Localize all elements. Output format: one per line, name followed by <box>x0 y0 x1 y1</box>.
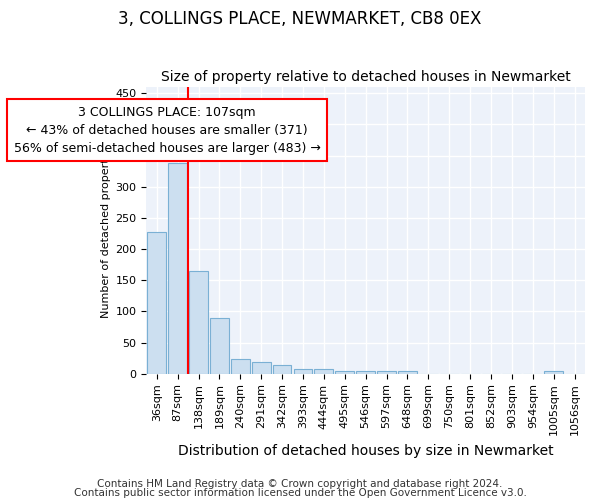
Bar <box>252 362 271 374</box>
Bar <box>335 370 354 374</box>
Y-axis label: Number of detached properties: Number of detached properties <box>101 142 111 318</box>
Bar <box>231 360 250 374</box>
Bar <box>148 232 166 374</box>
Bar <box>293 370 313 374</box>
Bar <box>544 371 563 374</box>
Text: Contains public sector information licensed under the Open Government Licence v3: Contains public sector information licen… <box>74 488 526 498</box>
Bar <box>377 370 396 374</box>
Bar <box>314 370 333 374</box>
Title: Size of property relative to detached houses in Newmarket: Size of property relative to detached ho… <box>161 70 571 85</box>
Bar <box>272 365 292 374</box>
Bar <box>398 371 417 374</box>
Bar <box>210 318 229 374</box>
Text: Contains HM Land Registry data © Crown copyright and database right 2024.: Contains HM Land Registry data © Crown c… <box>97 479 503 489</box>
Bar <box>356 370 375 374</box>
Bar <box>168 163 187 374</box>
X-axis label: Distribution of detached houses by size in Newmarket: Distribution of detached houses by size … <box>178 444 553 458</box>
Bar <box>189 271 208 374</box>
Text: 3, COLLINGS PLACE, NEWMARKET, CB8 0EX: 3, COLLINGS PLACE, NEWMARKET, CB8 0EX <box>118 10 482 28</box>
Text: 3 COLLINGS PLACE: 107sqm
← 43% of detached houses are smaller (371)
56% of semi-: 3 COLLINGS PLACE: 107sqm ← 43% of detach… <box>14 106 320 154</box>
